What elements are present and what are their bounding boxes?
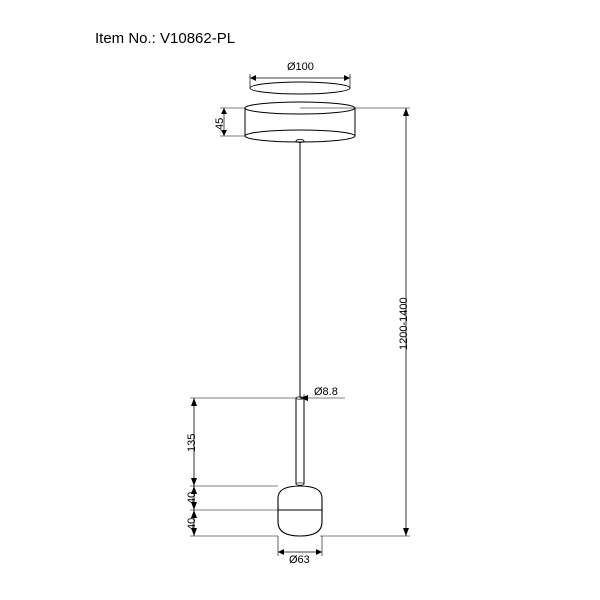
stem-height-label: 135 — [186, 434, 198, 452]
cord-diameter-label: Ø8.8 — [314, 386, 338, 398]
canopy-diameter-label: Ø100 — [287, 61, 314, 73]
technical-drawing — [0, 0, 600, 600]
bulb-lower-label: 40 — [186, 518, 198, 530]
bulb-diameter-label: Ø63 — [289, 554, 310, 566]
bulb-upper-label: 40 — [186, 492, 198, 504]
canopy-height-label: 45 — [214, 118, 226, 130]
cord-length-label: 1200-1400 — [398, 297, 410, 350]
